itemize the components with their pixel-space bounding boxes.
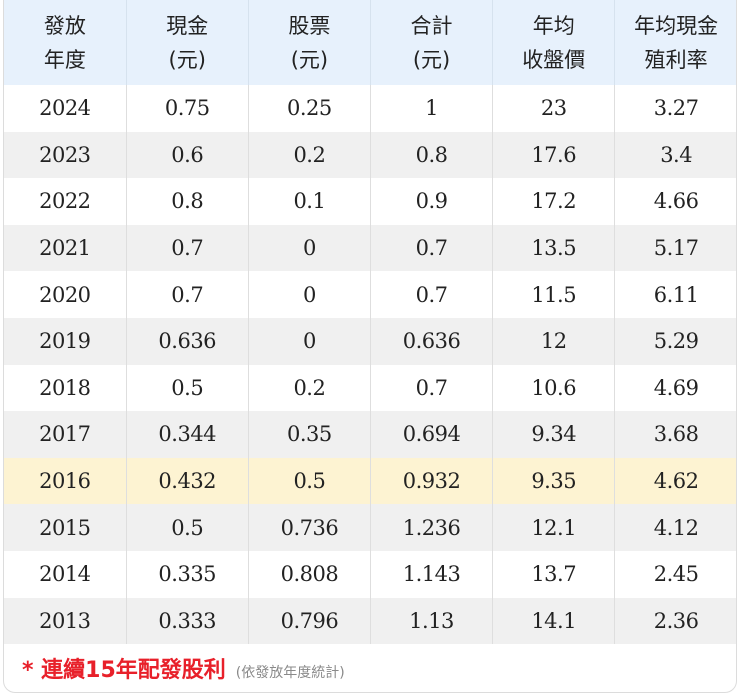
cell-stock: 0.736	[248, 504, 371, 551]
cell-year: 2023	[4, 131, 127, 179]
cell-year: 2016	[4, 457, 127, 505]
cell-year: 2015	[4, 504, 127, 551]
cell-year: 2022	[4, 178, 127, 225]
table-row: 2019 0.636 0 0.636 12 5.29	[4, 317, 736, 365]
table-row: 2024 0.75 0.25 1 23 3.27	[4, 85, 736, 132]
cell-cash: 0.7	[126, 271, 249, 318]
cell-cash-yield: 2.45	[614, 550, 736, 598]
cell-stock: 0	[248, 317, 371, 365]
cell-year: 2014	[4, 550, 127, 598]
cell-year: 2024	[4, 85, 127, 132]
cell-cash: 0.5	[126, 364, 249, 412]
cell-cash: 0.636	[126, 317, 249, 365]
cell-year: 2019	[4, 317, 127, 365]
cell-year: 2020	[4, 271, 127, 318]
cell-avg-price: 10.6	[492, 364, 616, 412]
cell-cash: 0.7	[126, 224, 249, 272]
cell-year: 2018	[4, 364, 127, 412]
cell-cash: 0.432	[126, 457, 249, 505]
cell-avg-price: 23	[492, 85, 616, 132]
cell-total: 1.236	[370, 504, 494, 551]
cell-avg-price: 13.7	[492, 550, 616, 598]
cell-avg-price: 12.1	[492, 504, 616, 551]
table-row: 2015 0.5 0.736 1.236 12.1 4.12	[4, 504, 736, 551]
cell-avg-price: 12	[492, 317, 616, 365]
table-row: 2018 0.5 0.2 0.7 10.6 4.69	[4, 364, 736, 412]
dividend-history-table: 發放 年度 現金 (元) 股票 (元) 合計 (元) 年均 收盤價 年均現金 殖利率 202…	[4, 0, 736, 645]
cell-total: 0.694	[370, 411, 494, 458]
cell-avg-price: 14.1	[492, 597, 616, 645]
header-year: 發放 年度	[4, 0, 127, 85]
table-row: 2020 0.7 0 0.7 11.5 6.11	[4, 271, 736, 318]
cell-cash-yield: 4.62	[614, 457, 736, 505]
cell-total: 0.8	[370, 131, 494, 179]
cell-cash-yield: 4.12	[614, 504, 736, 551]
table-row: 2022 0.8 0.1 0.9 17.2 4.66	[4, 178, 736, 225]
cell-cash: 0.333	[126, 597, 249, 645]
table-header-row: 發放 年度 現金 (元) 股票 (元) 合計 (元) 年均 收盤價 年均現金 殖利率	[4, 0, 736, 85]
cell-stock: 0.5	[248, 457, 371, 505]
cell-cash-yield: 4.66	[614, 178, 736, 225]
footer-note: * 連續15年配發股利 (依發放年度統計)	[22, 652, 345, 684]
cell-avg-price: 9.34	[492, 411, 616, 458]
table-row: 2013 0.333 0.796 1.13 14.1 2.36	[4, 597, 736, 645]
cell-avg-price: 9.35	[492, 457, 616, 505]
cell-stock: 0.796	[248, 597, 371, 645]
cell-stock: 0.2	[248, 131, 371, 179]
cell-stock: 0.2	[248, 364, 371, 412]
cell-year: 2021	[4, 224, 127, 272]
cell-total: 1	[370, 85, 494, 132]
cell-stock: 0	[248, 224, 371, 272]
cell-cash-yield: 3.4	[614, 131, 736, 179]
cell-cash: 0.75	[126, 85, 249, 132]
cell-total: 0.636	[370, 317, 494, 365]
cell-cash-yield: 3.27	[614, 85, 736, 132]
consecutive-dividend-note: * 連續15年配發股利	[22, 658, 226, 683]
cell-cash-yield: 3.68	[614, 411, 736, 458]
table-row: 2017 0.344 0.35 0.694 9.34 3.68	[4, 411, 736, 458]
cell-cash-yield: 6.11	[614, 271, 736, 318]
cell-total: 0.932	[370, 457, 494, 505]
cell-stock: 0.808	[248, 550, 371, 598]
cell-cash-yield: 2.36	[614, 597, 736, 645]
header-avg-price: 年均 收盤價	[492, 0, 616, 85]
cell-cash: 0.6	[126, 131, 249, 179]
cell-total: 1.143	[370, 550, 494, 598]
cell-total: 0.7	[370, 224, 494, 272]
cell-total: 1.13	[370, 597, 494, 645]
cell-year: 2013	[4, 597, 127, 645]
cell-year: 2017	[4, 411, 127, 458]
cell-avg-price: 11.5	[492, 271, 616, 318]
header-stock: 股票 (元)	[248, 0, 371, 85]
cell-stock: 0.35	[248, 411, 371, 458]
cell-cash: 0.335	[126, 550, 249, 598]
cell-avg-price: 17.6	[492, 131, 616, 179]
statistics-basis-note: (依發放年度統計)	[235, 665, 345, 681]
cell-cash-yield: 5.17	[614, 224, 736, 272]
cell-cash: 0.344	[126, 411, 249, 458]
cell-avg-price: 13.5	[492, 224, 616, 272]
cell-cash: 0.5	[126, 504, 249, 551]
table-row: 2016 0.432 0.5 0.932 9.35 4.62	[4, 457, 736, 505]
dividend-table-card: 發放 年度 現金 (元) 股票 (元) 合計 (元) 年均 收盤價 年均現金 殖利率 202…	[3, 0, 737, 693]
cell-cash-yield: 4.69	[614, 364, 736, 412]
cell-total: 0.7	[370, 364, 494, 412]
cell-total: 0.7	[370, 271, 494, 318]
header-cash-yield: 年均現金 殖利率	[614, 0, 736, 85]
table-row: 2014 0.335 0.808 1.143 13.7 2.45	[4, 550, 736, 598]
cell-stock: 0.25	[248, 85, 371, 132]
cell-avg-price: 17.2	[492, 178, 616, 225]
cell-stock: 0	[248, 271, 371, 318]
cell-total: 0.9	[370, 178, 494, 225]
cell-stock: 0.1	[248, 178, 371, 225]
header-cash: 現金 (元)	[126, 0, 249, 85]
table-row: 2023 0.6 0.2 0.8 17.6 3.4	[4, 131, 736, 179]
table-row: 2021 0.7 0 0.7 13.5 5.17	[4, 224, 736, 272]
cell-cash: 0.8	[126, 178, 249, 225]
header-total: 合計 (元)	[370, 0, 494, 85]
cell-cash-yield: 5.29	[614, 317, 736, 365]
